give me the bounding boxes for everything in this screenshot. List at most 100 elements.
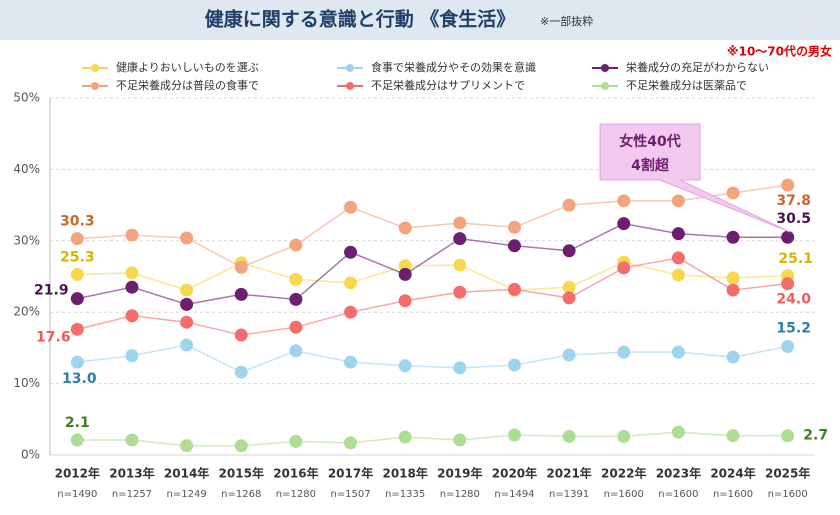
callout: 女性40代 4割超 (599, 123, 791, 233)
data-point (398, 294, 412, 308)
x-tick-label: 2021年 (546, 466, 591, 481)
x-tick-label: 2023年 (656, 466, 701, 481)
data-point (562, 291, 576, 305)
x-tick-label: 2024年 (710, 466, 755, 481)
sample-size: n=1490 (57, 489, 97, 500)
x-tick-label: 2022年 (601, 466, 646, 481)
data-label: 2.7 (803, 428, 828, 444)
sample-size: n=1280 (440, 489, 480, 500)
legend-marker (346, 82, 354, 90)
data-point (562, 198, 576, 212)
data-label: 25.1 (778, 251, 813, 267)
callout-text: 4割超 (631, 157, 670, 174)
data-point (671, 345, 685, 359)
data-point (671, 268, 685, 282)
data-point (617, 345, 631, 359)
x-tick-label: 2013年 (109, 466, 154, 481)
sample-size: n=1600 (658, 489, 698, 500)
data-point (781, 339, 795, 353)
x-tick-label: 2016年 (273, 466, 318, 481)
y-tick-label: 40% (13, 162, 40, 176)
legend-label: 不足栄養成分は医薬品で (626, 78, 747, 92)
data-point (617, 261, 631, 275)
data-point (726, 429, 740, 443)
x-tick-label: 2018年 (382, 466, 427, 481)
y-tick-label: 0% (21, 448, 40, 462)
x-tick-label: 2014年 (164, 466, 209, 481)
data-point (781, 429, 795, 443)
data-point (70, 267, 84, 281)
legend-marker (601, 64, 609, 72)
data-point (344, 276, 358, 290)
x-tick-label: 2020年 (492, 466, 537, 481)
series-line (77, 184, 788, 269)
data-point (726, 186, 740, 200)
callout-box (599, 123, 791, 233)
legend-marker (601, 82, 609, 90)
data-point (289, 272, 303, 286)
data-point (344, 245, 358, 259)
data-point (562, 348, 576, 362)
data-point (671, 251, 685, 265)
data-point (70, 433, 84, 447)
data-label: 30.5 (776, 211, 811, 227)
data-point (562, 280, 576, 294)
data-point (289, 238, 303, 252)
data-point (70, 322, 84, 336)
data-point (125, 228, 139, 242)
data-label: 13.0 (62, 371, 97, 387)
data-point (617, 217, 631, 231)
data-label: 21.9 (34, 283, 69, 299)
data-point (125, 309, 139, 323)
data-point (453, 433, 467, 447)
data-point (234, 365, 248, 379)
x-tick-label: 2017年 (328, 466, 373, 481)
data-point (180, 297, 194, 311)
chart-note: ※一部抜粋 (540, 14, 593, 28)
data-point (125, 433, 139, 447)
data-point (453, 361, 467, 375)
data-point (234, 439, 248, 453)
data-point (617, 194, 631, 208)
data-point (125, 280, 139, 294)
y-tick-label: 30% (13, 233, 40, 247)
data-point (180, 338, 194, 352)
data-point (398, 430, 412, 444)
data-label: 24.0 (776, 292, 811, 308)
series-line (77, 222, 788, 306)
series-line (77, 344, 788, 373)
data-point (507, 239, 521, 253)
data-point (70, 292, 84, 306)
data-point (125, 349, 139, 363)
data-point (398, 221, 412, 235)
legend-label: 食事で栄養成分やその効果を意識 (371, 60, 536, 74)
data-point (781, 178, 795, 192)
y-tick-label: 10% (13, 376, 40, 390)
data-point (507, 282, 521, 296)
data-point (70, 355, 84, 369)
data-label: 17.6 (36, 329, 71, 345)
data-point (781, 277, 795, 291)
data-point (781, 230, 795, 244)
data-label: 15.2 (776, 320, 811, 336)
data-point (234, 260, 248, 274)
sample-size: n=1600 (604, 489, 644, 500)
data-point (617, 429, 631, 443)
data-label: 37.8 (776, 193, 811, 209)
data-point (344, 355, 358, 369)
legend-label: 健康よりおいしいものを選ぶ (116, 60, 259, 74)
data-point (726, 283, 740, 297)
sample-size: n=1268 (221, 489, 261, 500)
data-point (671, 425, 685, 439)
legend-label: 栄養成分の充足がわからない (626, 60, 769, 74)
data-point (398, 359, 412, 373)
x-tick-label: 2019年 (437, 466, 482, 481)
data-point (726, 271, 740, 285)
data-point (70, 232, 84, 246)
data-point (398, 267, 412, 281)
series-line (77, 431, 788, 447)
data-point (125, 266, 139, 280)
sample-size: n=1391 (549, 489, 589, 500)
data-point (562, 429, 576, 443)
